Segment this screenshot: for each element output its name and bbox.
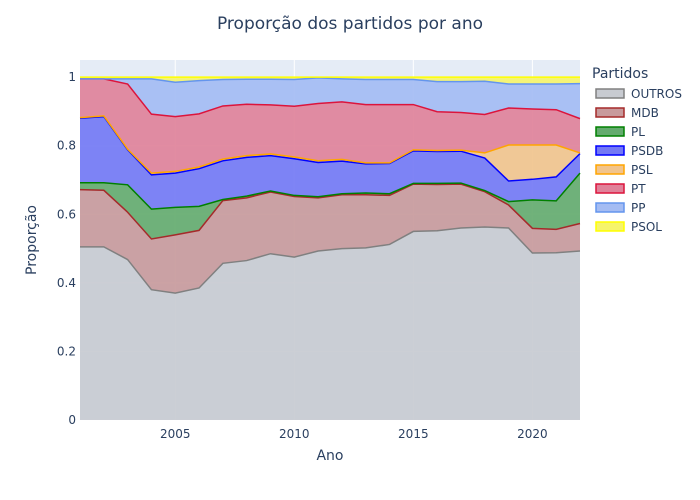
legend-item-pt[interactable]: PT — [595, 182, 646, 196]
legend-swatch — [595, 221, 625, 232]
x-axis-title: Ano — [316, 448, 343, 464]
area-pp — [80, 77, 580, 119]
legend-item-pp[interactable]: PP — [595, 201, 645, 215]
legend-swatch — [595, 126, 625, 137]
legend: Partidos OUTROS MDB PL PSDB PSL PT PP PSOL — [592, 66, 682, 234]
legend-swatch — [595, 164, 625, 175]
area-psol — [80, 77, 580, 84]
line-psl — [79, 115, 581, 174]
legend-title: Partidos — [592, 66, 648, 82]
legend-item-pl[interactable]: PL — [595, 125, 645, 139]
area-psdb — [80, 116, 580, 210]
area-layers — [80, 77, 580, 420]
line-psdb — [79, 115, 581, 182]
y-axis-title: Proporção — [24, 205, 40, 275]
legend-label: MDB — [631, 106, 659, 120]
legend-swatch — [595, 88, 625, 99]
legend-item-outros[interactable]: OUTROS — [595, 87, 682, 101]
series-lines — [79, 76, 581, 294]
legend-label: PSL — [631, 163, 653, 177]
legend-label: PT — [631, 182, 646, 196]
legend-swatch — [595, 107, 625, 118]
line-pl — [80, 172, 581, 210]
line-pt — [80, 78, 581, 120]
legend-item-psl[interactable]: PSL — [595, 163, 653, 177]
line-pp — [80, 77, 581, 85]
legend-label: PSDB — [631, 144, 663, 158]
line-mdb — [79, 183, 581, 240]
legend-label: PP — [631, 201, 645, 215]
area-psl — [80, 115, 580, 182]
y-tick-label: 0 — [68, 413, 76, 427]
legend-label: OUTROS — [631, 87, 682, 101]
y-tick-label: 0.4 — [57, 276, 76, 290]
y-tick-label: 0.8 — [57, 139, 76, 153]
y-tick-label: 0.2 — [57, 344, 76, 358]
x-axis-ticks: 2005 2010 2015 2020 — [160, 427, 548, 441]
area-mdb — [80, 184, 580, 294]
chart-title: Proporção dos partidos por ano — [217, 14, 483, 34]
x-tick-label: 2005 — [160, 427, 191, 441]
y-axis-ticks: 0 0.2 0.4 0.6 0.8 1 — [57, 70, 76, 427]
legend-item-psol[interactable]: PSOL — [595, 220, 662, 234]
legend-item-mdb[interactable]: MDB — [595, 106, 659, 120]
x-tick-label: 2010 — [279, 427, 310, 441]
legend-swatch — [595, 202, 625, 213]
legend-swatch — [595, 183, 625, 194]
y-tick-label: 0.6 — [57, 207, 76, 221]
y-tick-label: 1 — [68, 70, 76, 84]
x-tick-label: 2015 — [398, 427, 429, 441]
area-outros — [80, 226, 580, 420]
legend-item-psdb[interactable]: PSDB — [595, 144, 663, 158]
legend-label: PL — [631, 125, 645, 139]
line-outros — [80, 226, 581, 294]
legend-swatch — [595, 145, 625, 156]
legend-label: PSOL — [631, 220, 662, 234]
x-tick-label: 2020 — [517, 427, 548, 441]
